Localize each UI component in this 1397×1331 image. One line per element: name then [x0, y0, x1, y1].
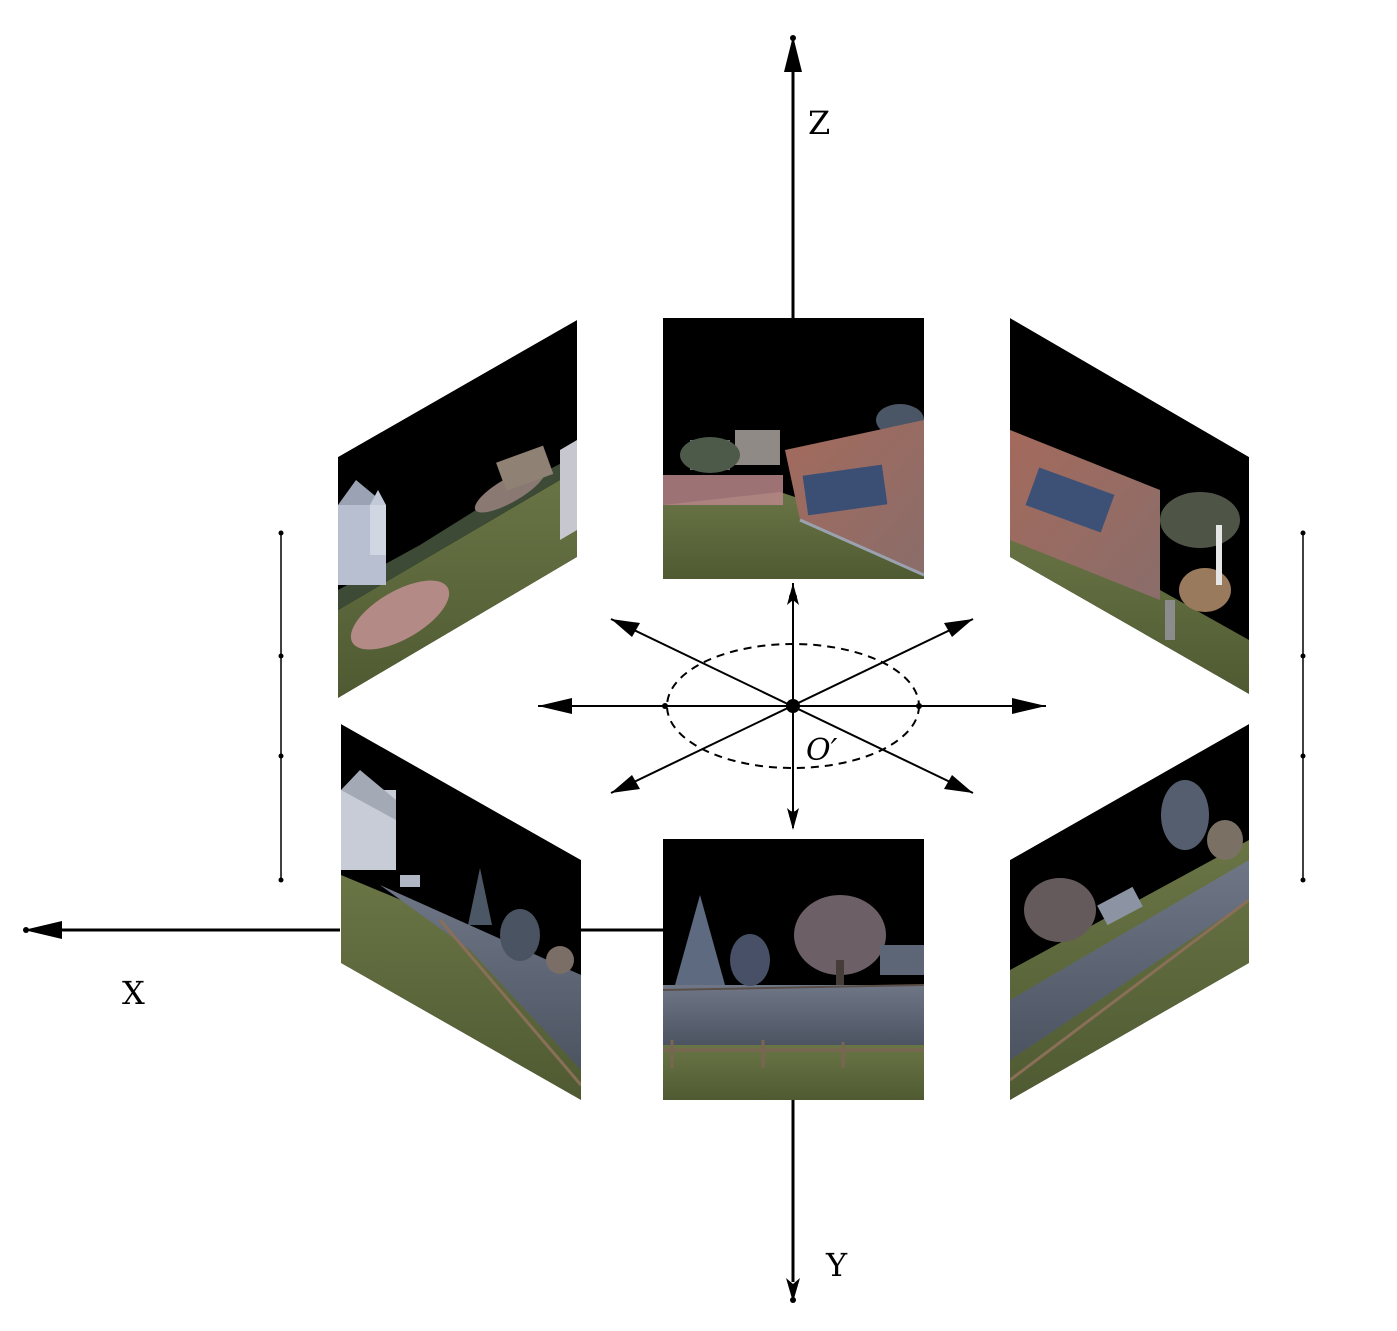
- z-axis-label: Z: [808, 104, 830, 142]
- left-bracket: [278, 530, 284, 883]
- origin-label: O′: [806, 733, 838, 768]
- panel-top-right: [1010, 318, 1249, 694]
- y-axis: Y: [786, 1100, 848, 1303]
- x-axis-label: X: [122, 974, 145, 1012]
- z-axis: Z: [784, 35, 830, 318]
- origin-directions: O′: [538, 583, 1046, 830]
- x-axis: X: [23, 921, 663, 1012]
- panel-bottom-right: [1010, 724, 1249, 1100]
- panel-top-center: [663, 318, 924, 579]
- panel-bottom-center: [663, 839, 924, 1100]
- panel-top-left: [338, 320, 577, 698]
- right-bracket: [1300, 530, 1306, 883]
- y-axis-label: Y: [825, 1246, 848, 1284]
- panel-bottom-left: [341, 724, 581, 1100]
